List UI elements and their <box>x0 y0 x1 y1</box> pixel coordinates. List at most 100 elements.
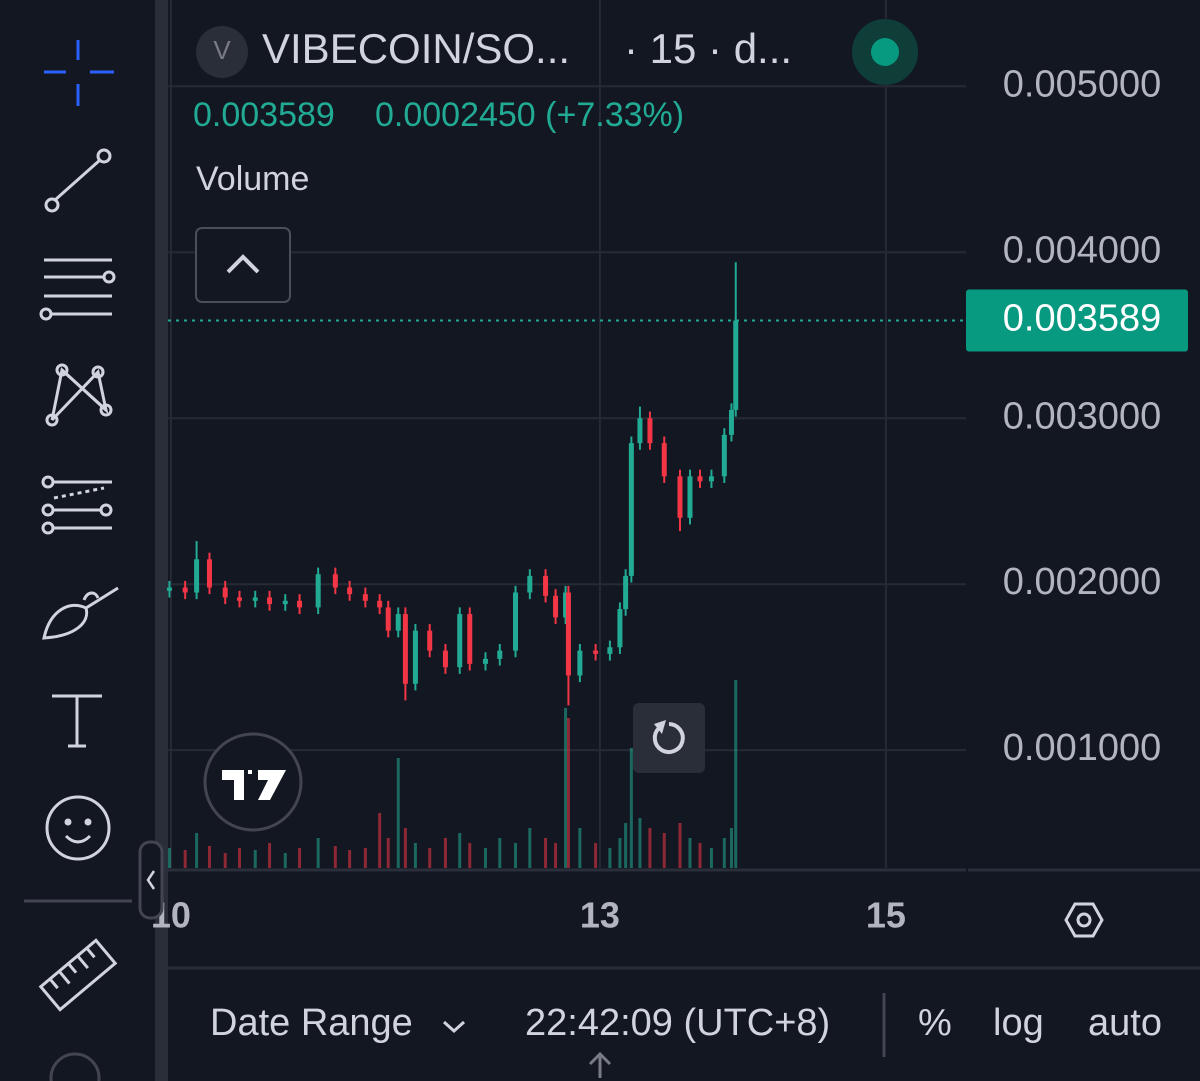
volume-bar <box>183 850 187 868</box>
volume-bar <box>443 838 447 868</box>
emoji-tool[interactable] <box>45 795 111 861</box>
volume-bar <box>223 853 227 868</box>
candle-body <box>182 587 188 593</box>
volume-bar <box>729 828 733 868</box>
candle-body <box>467 614 473 664</box>
volume-bar <box>528 828 532 868</box>
symbol-logo <box>196 26 248 78</box>
volume-bar <box>283 853 287 868</box>
candle-body <box>194 559 200 593</box>
market-status-dot <box>871 38 899 66</box>
zoom-tool[interactable] <box>49 1052 101 1081</box>
volume-bar <box>396 758 400 868</box>
candle-body <box>252 597 258 601</box>
candle-body <box>593 650 599 654</box>
volume-bar <box>238 848 242 868</box>
volume-pane <box>167 680 738 868</box>
y-tick-label: 0.004000 <box>1003 229 1162 271</box>
x-tick-label: 13 <box>580 895 620 936</box>
candle-body <box>623 575 629 610</box>
candle-body <box>395 614 401 631</box>
volume-bar <box>333 846 337 868</box>
panel-divider <box>155 0 168 1081</box>
candle-body <box>362 594 368 601</box>
candle-body <box>385 607 391 631</box>
volume-bar <box>298 848 302 868</box>
auto-toggle[interactable]: auto <box>1088 1002 1162 1044</box>
volume-bar <box>458 833 462 868</box>
candle-body <box>222 587 228 598</box>
candle-body <box>577 650 583 676</box>
volume-bar <box>498 838 502 868</box>
volume-bar <box>578 828 582 868</box>
header-price: 0.003589 <box>193 96 335 134</box>
volume-bar <box>608 848 612 868</box>
volume-bar <box>403 828 407 868</box>
candle-body <box>427 630 433 651</box>
volume-bar <box>566 718 570 868</box>
volume-bar <box>483 848 487 868</box>
date-range-button[interactable]: Date Range <box>210 1002 413 1044</box>
pattern-tool[interactable] <box>45 363 113 427</box>
timezone-button[interactable]: 22:42:09 (UTC+8) <box>525 1002 830 1044</box>
tradingview-logo[interactable] <box>203 732 303 832</box>
grid <box>168 0 966 868</box>
settings-button[interactable] <box>1064 902 1104 938</box>
volume-bar <box>594 843 598 868</box>
candle-body <box>282 600 288 605</box>
forecast-tool[interactable] <box>41 475 113 535</box>
candle-body <box>697 476 703 482</box>
y-tick-label: 0.003000 <box>1003 395 1162 437</box>
reset-chart-button[interactable] <box>633 703 705 773</box>
y-tick-label: 0.005000 <box>1003 63 1162 105</box>
candle-body <box>687 476 693 518</box>
scroll-up-arrow[interactable] <box>588 1051 612 1078</box>
percent-toggle[interactable]: % <box>918 1002 952 1044</box>
volume-bar <box>316 838 320 868</box>
candle-body <box>543 575 549 596</box>
trend-line-tool[interactable] <box>44 148 112 213</box>
candle-body <box>332 574 338 588</box>
candle-body <box>527 575 533 593</box>
candle-body <box>721 434 727 477</box>
y-tick-label: 0.002000 <box>1003 561 1162 603</box>
ruler-tool[interactable] <box>38 938 118 1012</box>
volume-bar <box>618 838 622 868</box>
candle-body <box>677 476 683 518</box>
volume-bar <box>678 823 682 868</box>
log-toggle[interactable]: log <box>993 1002 1044 1044</box>
volume-indicator-label[interactable]: Volume <box>196 160 309 198</box>
fib-tool[interactable] <box>39 258 116 321</box>
text-tool[interactable] <box>52 694 102 748</box>
candle-body <box>563 592 569 618</box>
collapse-toolbar-button[interactable] <box>138 840 164 920</box>
candle-body <box>647 418 653 444</box>
volume-bar <box>428 848 432 868</box>
volume-bar <box>688 838 692 868</box>
volume-bar <box>378 813 382 868</box>
candles <box>166 262 966 706</box>
candle-body <box>412 630 418 684</box>
volume-bar <box>167 848 171 868</box>
candle-body <box>206 559 212 588</box>
volume-bar <box>413 843 417 868</box>
candle-body <box>402 614 408 684</box>
candle-body <box>166 587 172 591</box>
volume-bar <box>638 818 642 868</box>
last-price-label: 0.003589 <box>1003 298 1162 340</box>
interval[interactable]: · 15 · d... <box>624 25 792 72</box>
candle-body <box>482 658 488 664</box>
candle-body <box>297 600 303 608</box>
header-change: 0.0002450 (+7.33%) <box>375 96 684 134</box>
crosshair-tool[interactable] <box>44 40 114 106</box>
collapse-legend-button[interactable] <box>195 227 291 303</box>
volume-bar <box>268 843 272 868</box>
candle-body <box>661 443 667 477</box>
y-tick-label: 0.001000 <box>1003 727 1162 769</box>
volume-bar <box>564 708 568 868</box>
candle-body <box>237 597 243 601</box>
brush-tool[interactable] <box>42 586 119 640</box>
symbol-name[interactable]: VIBECOIN/SO... <box>262 25 570 72</box>
x-tick-label: 15 <box>866 895 906 936</box>
